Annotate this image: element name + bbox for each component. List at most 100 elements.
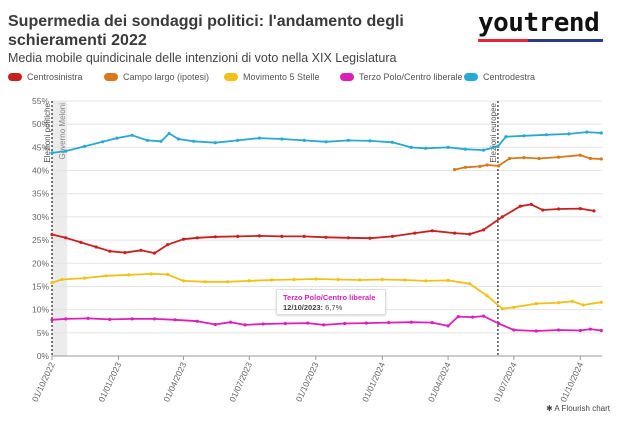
- legend-label: Centrodestra: [483, 72, 536, 82]
- event-label: Elezioni politiche: [43, 102, 52, 162]
- data-point: [557, 155, 561, 159]
- data-point: [247, 279, 251, 283]
- data-point: [302, 138, 306, 142]
- data-point: [346, 138, 350, 142]
- data-point: [570, 299, 575, 303]
- data-point: [485, 163, 489, 167]
- data-point: [481, 314, 486, 318]
- x-tick-label: 01/07/2024: [492, 360, 519, 402]
- legend-label: Centrosinistra: [27, 72, 83, 82]
- data-point: [292, 277, 296, 282]
- line-chart: 0% 5% 10% 15% 20% 25% 30% 35% 40% 45% 50% 55% 01/10/…: [30, 96, 603, 402]
- data-point: [446, 278, 450, 282]
- y-tick-label: 15%: [32, 281, 49, 291]
- data-point: [507, 156, 512, 161]
- x-tick-label: 01/04/2023: [161, 360, 188, 402]
- data-point: [446, 324, 450, 328]
- data-point: [534, 329, 538, 333]
- data-point: [104, 274, 108, 278]
- data-point: [409, 320, 413, 324]
- data-point: [387, 321, 391, 325]
- data-point: [192, 139, 196, 143]
- data-point: [364, 321, 368, 325]
- data-point: [522, 156, 526, 160]
- chart-tooltip: Terzo Polo/Centro liberale 12/10/2023: 6…: [276, 289, 386, 315]
- data-point: [50, 232, 54, 237]
- data-point: [537, 156, 541, 161]
- data-point: [500, 307, 504, 311]
- legend-item[interactable]: Campo largo (ipotesi): [104, 72, 209, 82]
- data-point: [50, 151, 54, 155]
- data-point: [123, 251, 127, 255]
- x-tick-label: 01/10/2024: [558, 360, 585, 402]
- data-point: [518, 204, 522, 208]
- y-tick-label: 5%: [37, 328, 50, 338]
- data-point: [468, 282, 472, 286]
- brand-wordmark: youtrend: [478, 8, 600, 38]
- data-point: [86, 316, 90, 320]
- data-point: [64, 149, 68, 153]
- data-point: [599, 328, 603, 333]
- y-tick-label: 50%: [32, 119, 49, 129]
- y-tick-label: 10%: [32, 305, 49, 315]
- data-point: [82, 144, 87, 148]
- legend-item[interactable]: Centrodestra: [464, 72, 535, 82]
- data-point: [541, 208, 545, 212]
- data-point: [403, 278, 407, 282]
- data-point: [390, 234, 394, 238]
- data-point: [409, 145, 413, 149]
- data-point: [280, 234, 284, 238]
- flourish-credit[interactable]: ✱ A Flourish chart: [546, 404, 610, 413]
- legend-item[interactable]: Movimento 5 Stelle: [224, 72, 320, 82]
- legend-item[interactable]: Terzo Polo/Centro liberale: [340, 72, 463, 82]
- y-tick-label: 35%: [32, 189, 49, 199]
- data-point: [522, 134, 526, 138]
- data-point: [456, 315, 460, 319]
- data-point: [424, 279, 428, 283]
- data-point: [108, 317, 112, 321]
- tooltip-value: 6,7%: [325, 303, 343, 312]
- data-point: [496, 144, 500, 148]
- data-point: [130, 317, 134, 321]
- data-point: [153, 317, 157, 321]
- flourish-credit-text: A Flourish chart: [554, 404, 610, 413]
- data-point: [50, 318, 54, 322]
- data-point: [153, 251, 157, 255]
- brand-underline-red: [478, 39, 528, 42]
- data-point: [149, 272, 153, 276]
- data-point: [557, 328, 561, 332]
- data-point: [181, 237, 186, 241]
- legend-item[interactable]: Centrosinistra: [8, 72, 83, 82]
- x-tick-label: 01/07/2023: [227, 360, 254, 402]
- data-point: [236, 234, 240, 238]
- data-point: [599, 131, 603, 135]
- data-point: [390, 140, 394, 144]
- data-point: [213, 322, 217, 327]
- y-tick-label: 25%: [32, 235, 49, 245]
- data-point: [534, 302, 538, 306]
- data-point: [213, 141, 217, 145]
- data-point: [64, 317, 68, 321]
- data-point: [368, 236, 372, 240]
- data-point: [64, 236, 68, 240]
- data-point: [302, 234, 306, 238]
- data-point: [588, 156, 593, 161]
- data-point: [430, 321, 434, 325]
- data-point: [567, 132, 571, 136]
- data-point: [130, 133, 134, 137]
- legend-swatch: [464, 73, 478, 81]
- legend-swatch: [104, 73, 118, 81]
- data-point: [497, 321, 501, 326]
- data-point: [504, 135, 508, 139]
- data-point: [578, 207, 582, 211]
- y-tick-label: 30%: [32, 212, 49, 222]
- data-point: [557, 301, 561, 305]
- series-line: [51, 203, 595, 254]
- chart-subtitle: Media mobile quindicinale delle intenzio…: [8, 51, 397, 65]
- data-point: [578, 153, 582, 157]
- data-point: [478, 164, 482, 168]
- data-point: [368, 139, 372, 143]
- flourish-icon: ✱: [545, 404, 553, 413]
- data-point: [145, 138, 149, 142]
- x-tick-label: 01/10/2023: [294, 360, 321, 402]
